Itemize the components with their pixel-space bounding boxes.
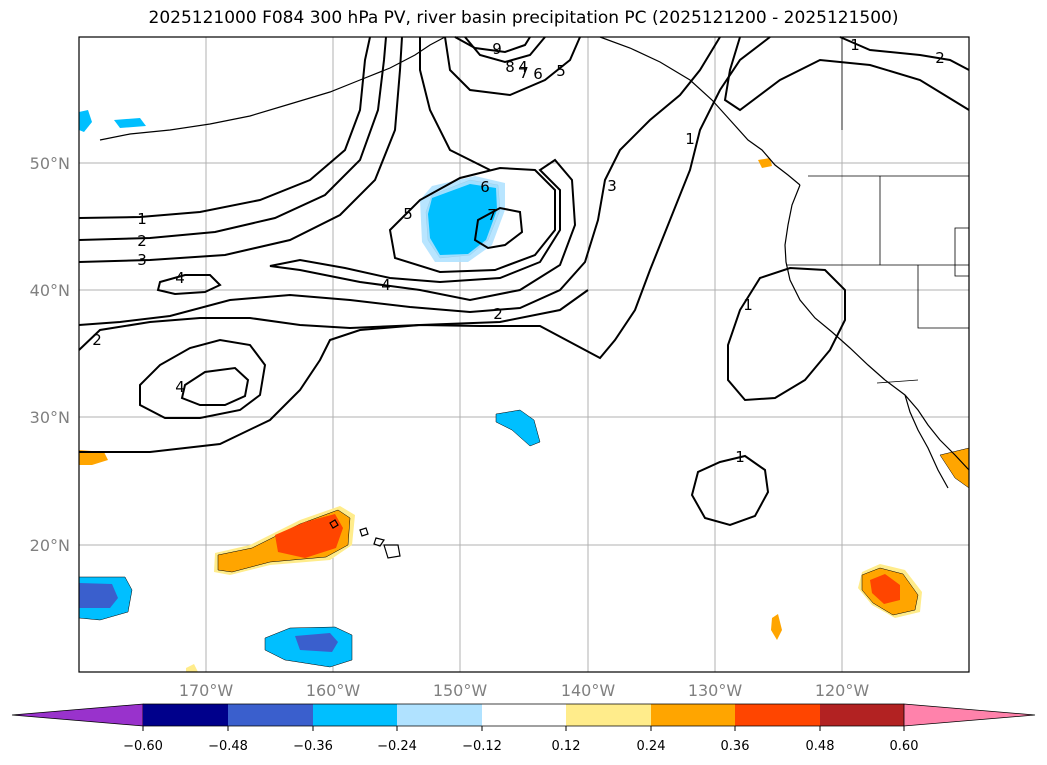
lat-label: 30°N — [30, 408, 70, 427]
precip-negative-northwest — [79, 110, 92, 132]
borders — [786, 37, 970, 384]
lon-label: 150°W — [433, 681, 488, 700]
colorbar-segment — [735, 704, 820, 726]
contour-label: 9 — [492, 40, 502, 58]
lat-labels: 50°N 40°N 30°N 20°N — [30, 154, 70, 555]
contour-label: 7 — [487, 206, 497, 224]
contour-label: 1 — [685, 130, 695, 148]
colorbar-tick-label: −0.12 — [462, 739, 502, 754]
colorbar-extend-high — [903, 703, 1036, 727]
colorbar-segment — [313, 704, 397, 726]
pv-contours — [78, 36, 970, 527]
colorbar: −0.60 −0.48 −0.36 −0.24 −0.12 0.12 0.24 … — [11, 703, 1036, 754]
contour-label: 1 — [850, 36, 860, 54]
contour-label: 3 — [137, 251, 147, 269]
contour-label: 4 — [175, 269, 185, 287]
lon-label: 140°W — [561, 681, 616, 700]
colorbar-tick-label: 0.36 — [721, 739, 750, 754]
contour-label: 7 — [519, 64, 529, 82]
coastlines — [99, 36, 970, 559]
contour-labels: 1 2 3 4 5 6 7 8 9 1 2 4 4 2 3 4 5 6 7 1 … — [92, 36, 945, 466]
precip-negative-northwest-2 — [114, 118, 146, 128]
lat-label: 40°N — [30, 281, 70, 300]
colorbar-tick-label: −0.36 — [293, 739, 333, 754]
map-panel: 1 2 3 4 5 6 7 8 9 1 2 4 4 2 3 4 5 6 7 1 … — [78, 36, 970, 673]
contour-label: 1 — [137, 210, 147, 228]
colorbar-tick-label: 0.12 — [552, 739, 581, 754]
contour-label: 6 — [533, 65, 543, 83]
contour-label: 3 — [607, 177, 617, 195]
precip-positive-west-edge — [79, 450, 108, 465]
precip-negative-north-pacific-core — [428, 184, 497, 255]
contour-label: 4 — [518, 58, 528, 76]
contour-label: 2 — [137, 232, 147, 250]
contour-label: 2 — [493, 305, 503, 323]
colorbar-segment — [566, 704, 651, 726]
contour-label: 1 — [735, 448, 745, 466]
colorbar-segment — [820, 704, 904, 726]
contour-label: 5 — [556, 62, 566, 80]
contour-label: 2 — [935, 49, 945, 67]
colorbar-tick-label: 0.24 — [637, 739, 666, 754]
colorbar-tick-label: 0.48 — [806, 739, 835, 754]
precip-shading — [78, 110, 970, 672]
lon-label: 170°W — [179, 681, 234, 700]
colorbar-segment — [651, 704, 735, 726]
lon-label: 130°W — [688, 681, 743, 700]
precip-positive-small-3 — [186, 664, 198, 672]
colorbar-tick-label: −0.48 — [208, 739, 248, 754]
colorbar-segment — [228, 704, 313, 726]
precip-positive-small-1 — [771, 614, 782, 640]
colorbar-segment — [482, 704, 566, 726]
contour-label: 8 — [505, 58, 515, 76]
precip-positive-small-2 — [758, 158, 772, 168]
contour-label: 1 — [743, 296, 753, 314]
contour-label: 6 — [480, 178, 490, 196]
lat-label: 50°N — [30, 154, 70, 173]
map-frame — [78, 36, 970, 673]
contour-label: 5 — [403, 205, 413, 223]
contour-label: 4 — [175, 378, 185, 396]
precip-negative-mid — [495, 409, 541, 447]
colorbar-extend-low — [11, 703, 144, 727]
colorbar-tick-label: −0.24 — [377, 739, 417, 754]
lon-label: 160°W — [306, 681, 361, 700]
lon-labels: 170°W 160°W 150°W 140°W 130°W 120°W — [179, 681, 870, 700]
lat-label: 20°N — [30, 536, 70, 555]
colorbar-tick-label: −0.60 — [123, 739, 163, 754]
colorbar-segment — [143, 704, 228, 726]
contour-label: 4 — [381, 276, 391, 294]
map-title: 2025121000 F084 300 hPa PV, river basin … — [148, 8, 899, 28]
contour-label: 2 — [92, 331, 102, 349]
colorbar-tick-label: 0.60 — [890, 739, 919, 754]
colorbar-segment — [397, 704, 482, 726]
lon-label: 120°W — [815, 681, 870, 700]
